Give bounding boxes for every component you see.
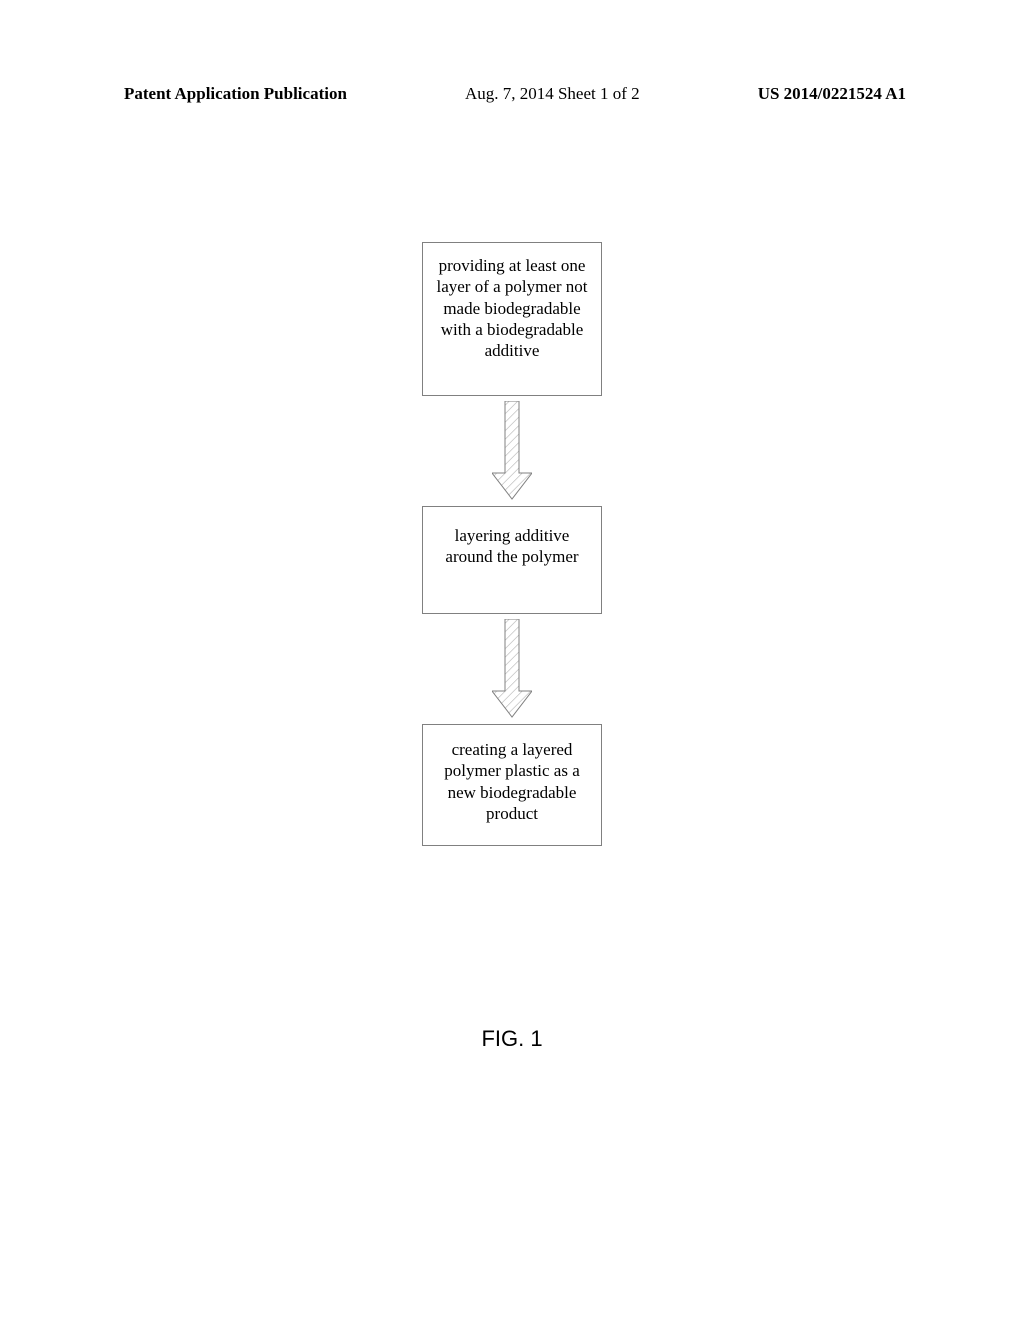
page-header: Patent Application Publication Aug. 7, 2… bbox=[0, 84, 1024, 104]
header-date-sheet: Aug. 7, 2014 Sheet 1 of 2 bbox=[465, 84, 640, 104]
flowchart-arrow-1 bbox=[492, 396, 532, 506]
flowchart-node-3: creating a layered polymer plastic as a … bbox=[422, 724, 602, 846]
flowchart-arrow-2 bbox=[492, 614, 532, 724]
flowchart-container: providing at least one layer of a polyme… bbox=[0, 242, 1024, 846]
flowchart-node-2: layering additive around the polymer bbox=[422, 506, 602, 614]
figure-label: FIG. 1 bbox=[0, 1026, 1024, 1052]
flowchart-node-1: providing at least one layer of a polyme… bbox=[422, 242, 602, 396]
header-publication: Patent Application Publication bbox=[124, 84, 347, 104]
header-patent-number: US 2014/0221524 A1 bbox=[758, 84, 906, 104]
